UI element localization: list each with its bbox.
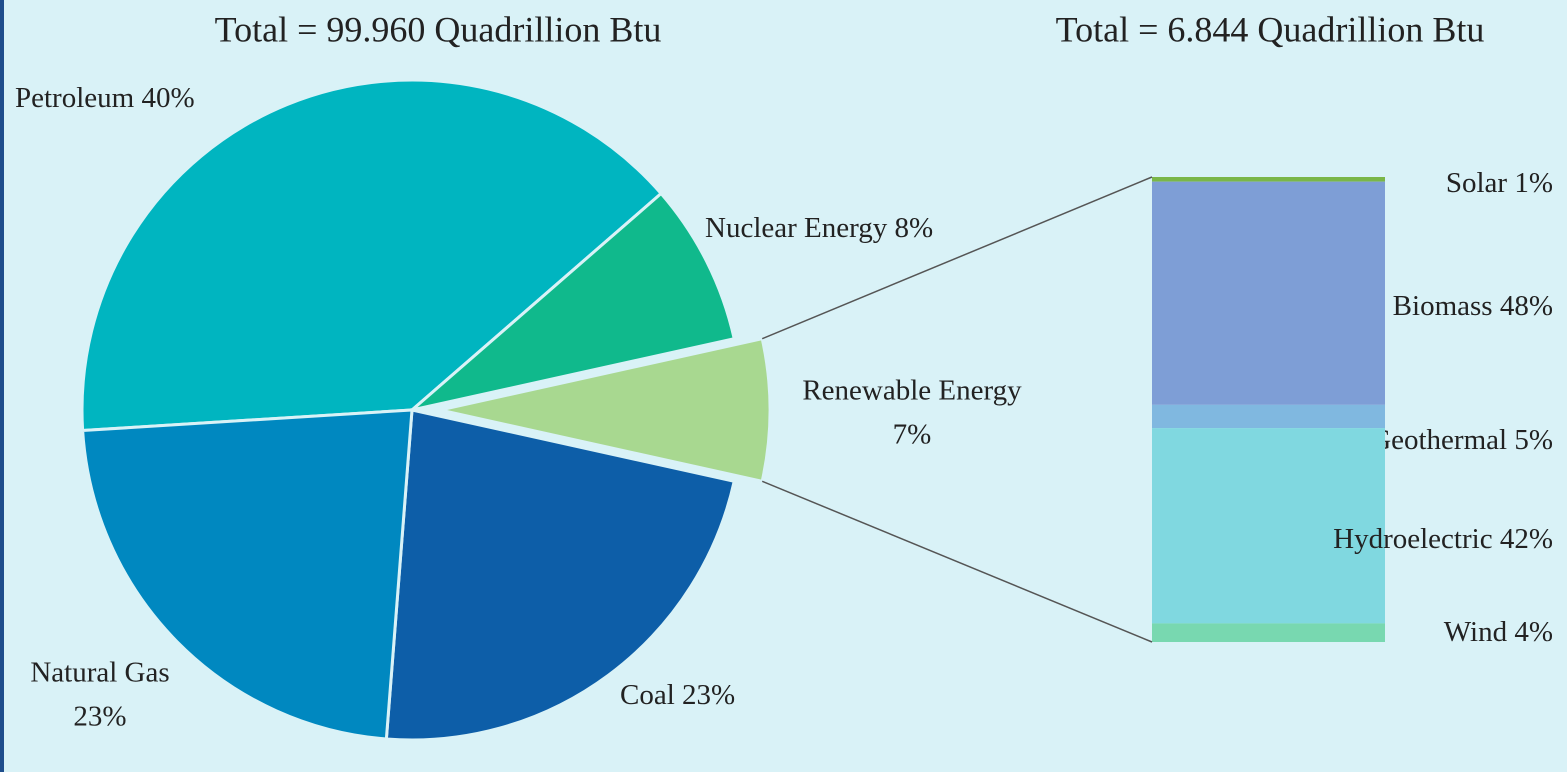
segment-label: Geothermal <box>1370 424 1507 456</box>
segment-value-label: 4% <box>1514 616 1553 648</box>
pie-title: Total = 99.960 Quadrillion Btu <box>215 9 662 49</box>
pie-slice <box>80 78 664 433</box>
slice-label-group: Coal 23% <box>620 679 735 711</box>
slice-label: Nuclear Energy <box>705 212 888 244</box>
bar-segment <box>1152 623 1385 642</box>
segment-label-group: Hydroelectric 42% <box>1333 523 1553 555</box>
bar-segment <box>1152 181 1385 405</box>
segment-label: Biomass <box>1393 290 1493 322</box>
connector-line <box>761 480 1153 643</box>
segment-value-label: 42% <box>1500 523 1553 555</box>
segment-value-label: 1% <box>1514 167 1553 199</box>
segment-label-group: Geothermal 5% <box>1370 424 1553 456</box>
slice-value-label: 23% <box>73 701 126 733</box>
bar-title: Total = 6.844 Quadrillion Btu <box>1056 9 1485 49</box>
pie-slice <box>411 191 736 412</box>
slice-value-label: 23% <box>682 679 735 711</box>
segment-value-label: 48% <box>1500 290 1553 322</box>
slice-label: Coal <box>620 679 675 711</box>
bar-segment <box>1152 428 1385 624</box>
slice-label: Renewable Energy <box>802 375 1022 407</box>
slice-value-label: 7% <box>893 419 932 451</box>
segment-label: Hydroelectric <box>1333 523 1492 555</box>
connector-line <box>761 176 1153 340</box>
pie-slice <box>384 408 736 742</box>
slice-value-label: 40% <box>141 82 194 114</box>
slice-label-group: Petroleum 40% <box>15 82 195 114</box>
segment-label-group: Solar 1% <box>1446 167 1553 199</box>
slice-label-group: Nuclear Energy 8% <box>705 212 933 244</box>
segment-value-label: 5% <box>1514 424 1553 456</box>
segment-label: Solar <box>1446 167 1508 199</box>
bar-segment <box>1152 177 1385 182</box>
segment-label-group: Biomass 48% <box>1393 290 1553 322</box>
pie-slice <box>439 336 772 484</box>
bar-segment <box>1152 404 1385 429</box>
left-border <box>0 0 4 772</box>
slice-value-label: 8% <box>895 212 934 244</box>
pie-slice <box>81 408 414 741</box>
segment-label-group: Wind 4% <box>1444 616 1553 648</box>
segment-label: Wind <box>1444 616 1508 648</box>
slice-label: Natural Gas <box>30 657 169 689</box>
slice-label: Petroleum <box>15 82 135 114</box>
